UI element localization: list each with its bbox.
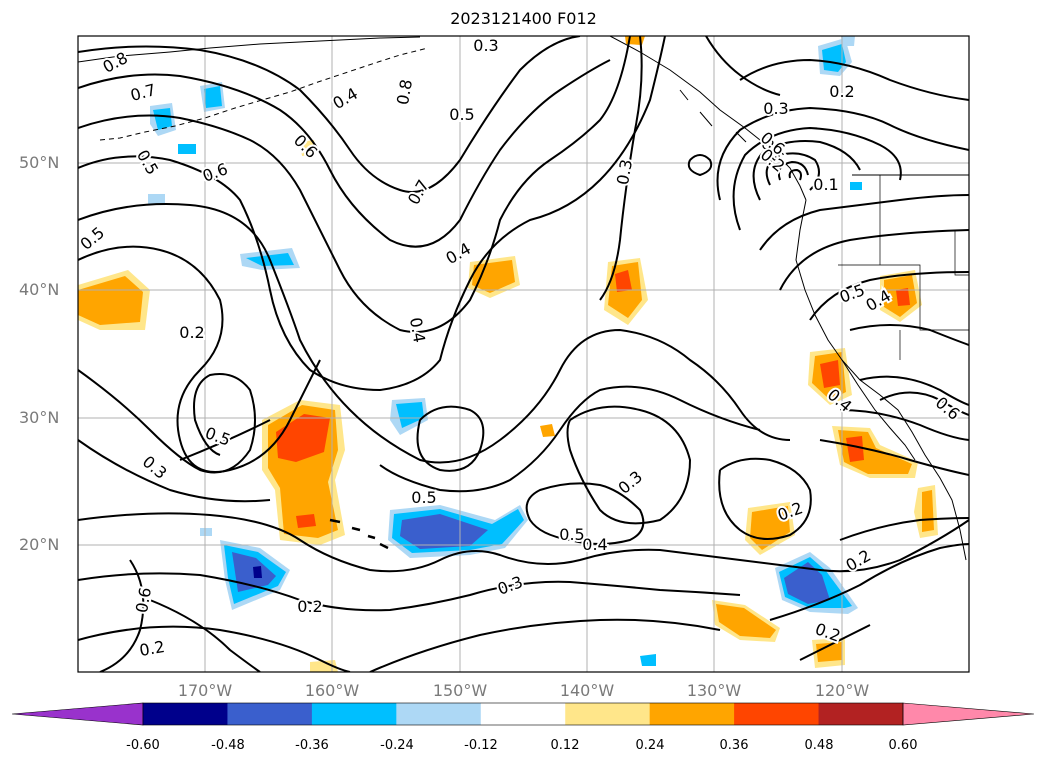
lat-label-30n: 30°N: [19, 408, 60, 427]
contour-label: 0.8: [100, 48, 131, 77]
positive-patch: [820, 360, 840, 388]
negative-patch: [204, 86, 222, 108]
lat-label-40n: 40°N: [19, 280, 60, 299]
colorbar-tick: 0.24: [635, 738, 665, 753]
negative-patch: [200, 528, 212, 536]
colorbar-tick: -0.12: [464, 738, 498, 753]
contour-label: 0.4: [582, 535, 607, 554]
colorbar: [11, 702, 1035, 726]
positive-patch: [896, 288, 910, 306]
contour-label: 0.5: [133, 146, 162, 178]
aleutian-islands: [99, 47, 429, 141]
colorbar-tick: -0.24: [380, 738, 414, 753]
colorbar-tick: -0.48: [211, 738, 245, 753]
contour-label: 0.7: [128, 80, 158, 105]
contour-label: 0.2: [829, 82, 854, 101]
colorbar-segment: [227, 703, 313, 725]
lon-label-160w: 160°W: [304, 681, 360, 700]
contour-label: 0.3: [763, 99, 788, 118]
contour-label: 0.4: [329, 84, 361, 113]
contour-label: 0.3: [613, 158, 636, 186]
positive-patch: [276, 414, 330, 462]
contour-label: 0.4: [406, 316, 429, 344]
contour-label: 0.3: [495, 572, 525, 599]
contour-label: 0.2: [179, 323, 204, 342]
hawaiian-islands: [329, 518, 389, 550]
negative-patch: [396, 402, 424, 428]
contour-label: 0.2: [297, 597, 322, 616]
colorbar-tick: 0.48: [804, 738, 834, 753]
positive-patch: [300, 140, 316, 156]
positive-patch: [296, 514, 316, 528]
negative-patch: [148, 194, 165, 204]
plot-frame: [77, 35, 970, 673]
colorbar-segment: [818, 703, 904, 725]
colorbar-tick: 0.12: [550, 738, 580, 753]
colorbar-segment: [480, 703, 566, 725]
contour-label: 0.2: [775, 498, 805, 525]
positive-patch: [922, 490, 934, 532]
contour-label: 0.1: [813, 175, 838, 194]
negative-patch: [841, 36, 855, 46]
north-america-coast: [795, 199, 967, 561]
colorbar-tick: 0.60: [888, 738, 918, 753]
positive-patch: [310, 660, 338, 672]
colorbar-tick: -0.60: [126, 738, 160, 753]
lon-label-120w: 120°W: [814, 681, 870, 700]
colorbar-segment: [396, 703, 482, 725]
negative-patch: [253, 566, 262, 578]
contour-label: 0.5: [449, 105, 474, 124]
positive-patch: [846, 436, 864, 462]
contour-lines: [78, 36, 969, 672]
negative-patch: [153, 108, 172, 130]
colorbar-extend-low: [11, 702, 144, 726]
colorbar-segment: [649, 703, 735, 725]
colorbar-segment: [565, 703, 651, 725]
baja-peninsula: [841, 359, 916, 461]
contour-label: 0.5: [411, 488, 436, 507]
negative-patch: [822, 44, 846, 72]
positive-patch: [816, 642, 842, 662]
lat-label-50n: 50°N: [19, 153, 60, 172]
contour-label: 0.2: [138, 637, 166, 660]
map-title: 2023121400 F012: [450, 9, 597, 28]
colorbar-tick: -0.36: [295, 738, 329, 753]
colorbar-segment: [311, 703, 397, 725]
negative-patch: [640, 654, 656, 666]
positive-patch: [615, 270, 632, 292]
contour-label: 0.6: [132, 586, 155, 614]
coastlines: [78, 36, 969, 561]
colorbar-extend-high: [902, 702, 1035, 726]
negative-patch: [850, 182, 862, 190]
negative-patch: [178, 144, 196, 154]
alaska-panhandle: [609, 36, 807, 201]
positive-patch: [78, 276, 143, 325]
gridlines: [78, 36, 969, 672]
colorbar-segment: [734, 703, 820, 725]
negative-patch: [784, 562, 830, 604]
colorbar-frame: [142, 702, 904, 726]
us-state-lines: [838, 175, 969, 360]
positive-patch: [472, 260, 515, 293]
contour-label: 0.4: [442, 239, 474, 268]
negative-patch: [400, 514, 488, 549]
lat-label-20n: 20°N: [19, 535, 60, 554]
lon-label-150w: 150°W: [432, 681, 488, 700]
lon-label-140w: 140°W: [559, 681, 615, 700]
colorbar-tick: 0.36: [719, 738, 749, 753]
lon-label-130w: 130°W: [686, 681, 742, 700]
contour-label: 0.6: [290, 131, 321, 162]
contour-label: 0.8: [393, 78, 416, 106]
contour-label: 0.5: [76, 223, 108, 254]
lon-label-170w: 170°W: [177, 681, 233, 700]
colorbar-segment: [143, 703, 228, 725]
positive-patch: [540, 424, 555, 437]
alaska-coast: [78, 36, 421, 63]
contour-label: 0.3: [473, 36, 498, 55]
contour-label: 0.5: [559, 525, 584, 544]
contour-label: 0.7: [404, 176, 433, 208]
positive-patch: [716, 604, 776, 638]
